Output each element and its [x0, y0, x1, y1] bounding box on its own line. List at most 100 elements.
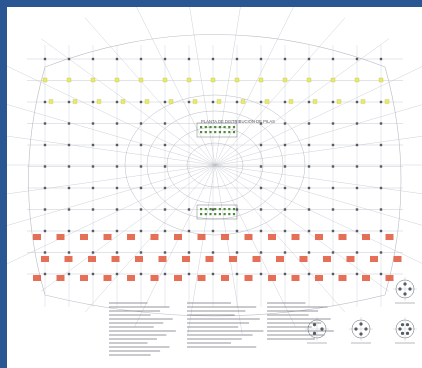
- pile-cap: [127, 234, 135, 240]
- detail-pile: [408, 327, 412, 331]
- pile-cap: [33, 275, 41, 281]
- pile-mark: [43, 57, 47, 61]
- pile-mark: [209, 131, 212, 134]
- pile-cap: [370, 256, 378, 262]
- radial-line: [7, 104, 216, 166]
- pile-cap: [64, 256, 73, 262]
- radial-line: [214, 164, 296, 327]
- pile-mark: [43, 208, 47, 211]
- pile-mark: [235, 100, 239, 104]
- highlighted-pile: [282, 77, 288, 83]
- pile-cap: [315, 275, 323, 281]
- detail-pile: [359, 332, 363, 336]
- pile-cap: [88, 256, 96, 262]
- boundary-arc: [384, 66, 402, 296]
- pile-mark: [214, 208, 217, 211]
- pile-mark: [200, 131, 203, 134]
- pile-mark: [43, 272, 47, 276]
- pile-mark: [214, 131, 217, 134]
- highlighted-pile: [258, 77, 264, 83]
- radial-line: [187, 164, 216, 335]
- pile-mark: [43, 165, 47, 168]
- pile-cap: [338, 275, 347, 281]
- highlighted-pile: [234, 77, 240, 83]
- pile-mark: [331, 272, 335, 276]
- pile-cap: [182, 256, 190, 262]
- pile-mark: [355, 186, 359, 190]
- center-pile-groups: [196, 122, 238, 220]
- pile-cap: [346, 256, 355, 262]
- pile-mark: [115, 143, 119, 147]
- pile-mark: [355, 100, 359, 104]
- pile-mark: [283, 272, 287, 276]
- pile-mark: [43, 143, 47, 147]
- pile-mark: [218, 131, 221, 134]
- pile-mark: [139, 186, 143, 190]
- pile-mark: [163, 208, 167, 211]
- pile-mark: [209, 208, 212, 211]
- pile-cap: [244, 275, 253, 281]
- pile-mark: [115, 186, 119, 190]
- arc-grid: [27, 34, 403, 317]
- pile-mark: [115, 165, 119, 168]
- pile-mark: [91, 122, 95, 125]
- radial-line: [214, 164, 346, 313]
- pile-mark: [187, 251, 191, 254]
- pile-mark: [211, 251, 215, 254]
- pile-mark: [43, 122, 47, 125]
- pile-cap: [103, 275, 112, 281]
- detail-pile: [403, 292, 407, 296]
- pile-mark: [307, 272, 311, 276]
- pile-mark: [379, 186, 383, 190]
- pile-cap: [276, 256, 284, 262]
- highlighted-pile: [306, 77, 312, 83]
- pile-cap: [127, 275, 135, 281]
- pile-mark: [43, 186, 47, 190]
- pile-mark: [283, 208, 287, 211]
- pile-mark: [204, 126, 207, 129]
- pile-mark: [283, 122, 287, 125]
- pile-cap: [80, 275, 88, 281]
- pile-mark: [211, 272, 215, 276]
- pile-cap: [111, 256, 120, 262]
- pile-mark: [211, 208, 215, 211]
- pile-mark: [91, 165, 95, 168]
- pile-cap: [362, 275, 370, 281]
- plan-title: PLANTA DE DISTRIBUCION DE PILAS: [201, 119, 275, 124]
- pile-mark: [283, 186, 287, 190]
- pile-mark: [379, 208, 383, 211]
- pile-mark: [331, 122, 335, 125]
- pile-cap: [158, 256, 167, 262]
- pile-mark: [43, 229, 47, 233]
- radial-line: [84, 17, 216, 166]
- pile-mark: [163, 186, 167, 190]
- pile-mark: [259, 143, 263, 147]
- pile-mark: [91, 186, 95, 190]
- pile-mark: [355, 251, 359, 254]
- pile-mark: [67, 229, 71, 233]
- radial-line: [7, 65, 216, 166]
- pile-mark: [355, 122, 359, 125]
- pile-mark: [200, 208, 203, 211]
- pile-mark: [200, 213, 203, 216]
- pile-mark: [232, 126, 236, 129]
- pile-mark: [307, 57, 311, 61]
- pile-mark: [91, 57, 95, 61]
- pile-mark: [67, 165, 71, 168]
- highlighted-pile: [96, 99, 102, 104]
- pile-cap: [299, 256, 308, 262]
- pile-mark: [91, 272, 95, 276]
- pile-mark: [259, 57, 263, 61]
- pile-mark: [163, 57, 167, 61]
- radial-line: [7, 164, 216, 265]
- pile-mark: [223, 213, 226, 216]
- pile-cap: [268, 234, 276, 240]
- pile-mark: [331, 165, 335, 168]
- pile-mark: [235, 57, 239, 61]
- pile-mark: [228, 208, 231, 211]
- pile-mark: [259, 100, 263, 104]
- pile-mark: [218, 126, 221, 129]
- highlighted-pile: [360, 99, 366, 104]
- radial-line: [214, 38, 390, 166]
- pile-cap: [80, 234, 88, 240]
